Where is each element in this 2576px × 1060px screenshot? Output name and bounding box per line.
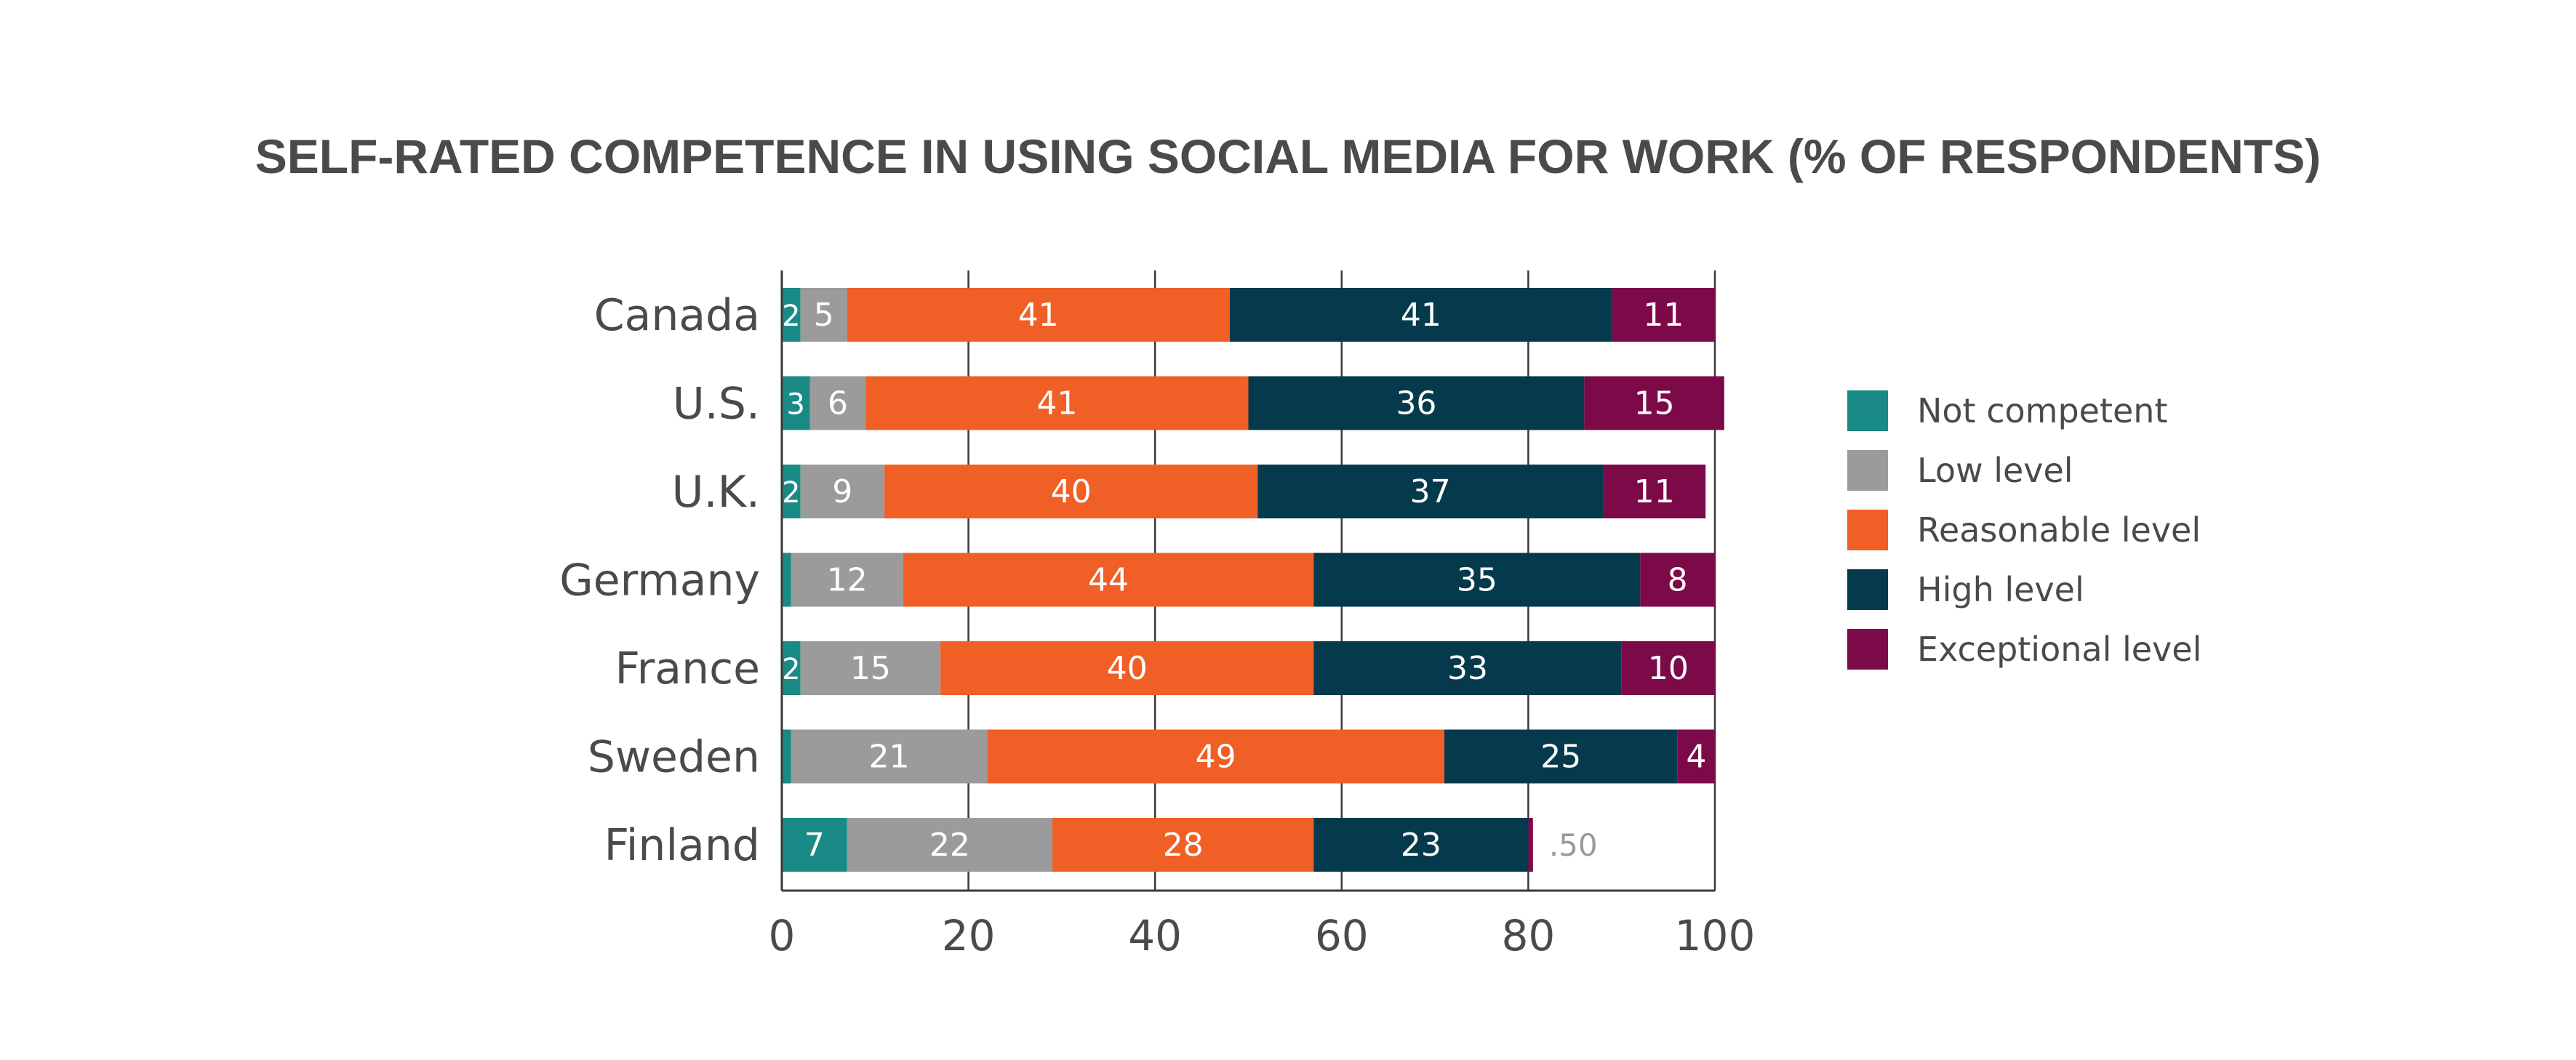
bar-sweden-not-competent <box>782 729 791 784</box>
bar-u-s-reasonable-level <box>865 376 1249 430</box>
data-label-finland-not-competent: 7 <box>804 827 825 864</box>
data-label-germany-low-level: 12 <box>827 562 868 599</box>
category-label-sweden: Sweden <box>588 732 760 783</box>
bar-germany-exceptional-level <box>1640 553 1715 607</box>
category-label-germany: Germany <box>559 555 760 606</box>
legend-label-high-level: High level <box>1917 570 2084 609</box>
x-tick-label-60: 60 <box>1315 911 1369 960</box>
bar-finland-reasonable-level <box>1052 818 1314 872</box>
bar-canada-reasonable-level <box>847 288 1230 342</box>
bar-france-exceptional-level <box>1621 641 1715 695</box>
bar-finland-low-level <box>847 818 1053 872</box>
bar-germany-not-competent <box>782 553 791 607</box>
bar-germany-high-level <box>1313 553 1641 607</box>
bar-canada-exceptional-level <box>1612 288 1715 342</box>
data-label-sweden-high-level: 25 <box>1540 739 1581 776</box>
legend-swatch-high-level <box>1847 569 1888 610</box>
bar-u-s-high-level <box>1248 376 1585 430</box>
category-label-finland: Finland <box>604 820 760 871</box>
data-label-france-exceptional-level: 10 <box>1648 650 1689 687</box>
bar-sweden-reasonable-level <box>987 729 1444 784</box>
bar-france-reasonable-level <box>940 641 1314 695</box>
bar-u-k-not-competent <box>782 465 801 518</box>
data-label-france-high-level: 33 <box>1447 650 1488 687</box>
legend-swatch-reasonable-level <box>1847 510 1888 550</box>
legend-swatch-low-level <box>1847 450 1888 491</box>
data-label-finland-high-level: 23 <box>1401 827 1441 864</box>
data-label-canada-reasonable-level: 41 <box>1018 297 1059 334</box>
data-label-finland-low-level: 22 <box>929 827 970 864</box>
data-label-france-reasonable-level: 40 <box>1107 650 1148 687</box>
data-label-u-s-not-competent: 3 <box>787 388 805 422</box>
legend-label-reasonable-level: Reasonable level <box>1917 510 2201 550</box>
data-label-u-k-low-level: 9 <box>832 473 852 510</box>
data-label-france-low-level: 15 <box>850 650 891 687</box>
annotation-label-finland-exceptional-level: .50 <box>1549 827 1598 863</box>
data-label-u-k-exceptional-level: 11 <box>1634 473 1675 510</box>
bar-sweden-high-level <box>1444 729 1678 784</box>
legend-label-not-competent: Not competent <box>1917 391 2167 430</box>
data-label-germany-high-level: 35 <box>1457 562 1497 599</box>
data-label-france-not-competent: 2 <box>782 653 800 686</box>
bar-canada-low-level <box>800 288 847 342</box>
axes: 0 20 40 60 80 100 Canada U.S. U.K. Germany France S… <box>559 270 1755 960</box>
category-label-u-k: U.K. <box>672 467 760 518</box>
bar-germany-reasonable-level <box>903 553 1314 607</box>
data-label-finland-reasonable-level: 28 <box>1163 827 1204 864</box>
data-label-sweden-low-level: 21 <box>869 739 910 776</box>
data-label-u-k-not-competent: 2 <box>782 476 800 510</box>
bar-u-s-low-level <box>809 376 866 430</box>
bar-france-high-level <box>1313 641 1622 695</box>
data-label-germany-exceptional-level: 8 <box>1668 562 1688 599</box>
bar-u-s-not-competent <box>782 376 810 430</box>
bar-u-k-high-level <box>1257 465 1604 518</box>
bar-finland-not-competent <box>782 818 847 872</box>
data-label-germany-reasonable-level: 44 <box>1088 562 1129 599</box>
chart-title: SELF-RATED COMPETENCE IN USING SOCIAL ME… <box>255 129 2321 183</box>
data-label-canada-exceptional-level: 11 <box>1643 297 1684 334</box>
x-tick-label-100: 100 <box>1675 911 1756 960</box>
category-label-u-s: U.S. <box>673 379 760 430</box>
x-tick-label-80: 80 <box>1501 911 1555 960</box>
bar-u-k-reasonable-level <box>884 465 1258 518</box>
data-label-sweden-exceptional-level: 4 <box>1686 739 1706 776</box>
category-label-france: France <box>615 643 760 694</box>
data-label-u-s-exceptional-level: 15 <box>1634 385 1675 422</box>
data-label-u-s-high-level: 36 <box>1396 385 1436 422</box>
bar-sweden-exceptional-level <box>1677 729 1715 784</box>
bar-u-k-low-level <box>800 465 885 518</box>
bar-canada-not-competent <box>782 288 801 342</box>
data-label-canada-high-level: 41 <box>1401 297 1441 334</box>
bar-canada-high-level <box>1229 288 1612 342</box>
data-label-u-k-high-level: 37 <box>1410 473 1451 510</box>
data-label-u-k-reasonable-level: 40 <box>1051 473 1092 510</box>
x-tick-label-40: 40 <box>1128 911 1182 960</box>
data-label-u-s-low-level: 6 <box>828 385 848 422</box>
legend-label-low-level: Low level <box>1917 451 2073 490</box>
legend: Not competent Low level Reasonable level Hi… <box>1847 390 2201 670</box>
x-tick-label-20: 20 <box>942 911 996 960</box>
bar-sweden-low-level <box>791 729 988 784</box>
data-label-u-s-reasonable-level: 41 <box>1036 385 1077 422</box>
bar-u-s-exceptional-level <box>1584 376 1724 430</box>
data-label-canada-low-level: 5 <box>814 297 834 334</box>
bar-germany-low-level <box>791 553 903 607</box>
bar-finland-exceptional-level <box>1528 818 1533 872</box>
legend-label-exceptional-level: Exceptional level <box>1917 630 2201 669</box>
data-label-canada-not-competent: 2 <box>782 300 800 333</box>
bar-france-not-competent <box>782 641 801 695</box>
bar-finland-high-level <box>1313 818 1529 872</box>
category-label-canada: Canada <box>594 290 760 341</box>
bar-france-low-level <box>800 641 941 695</box>
legend-swatch-exceptional-level <box>1847 629 1888 670</box>
data-label-sweden-reasonable-level: 49 <box>1196 739 1236 776</box>
legend-swatch-not-competent <box>1847 390 1888 431</box>
x-tick-label-0: 0 <box>769 911 796 960</box>
bar-u-k-exceptional-level <box>1603 465 1706 518</box>
